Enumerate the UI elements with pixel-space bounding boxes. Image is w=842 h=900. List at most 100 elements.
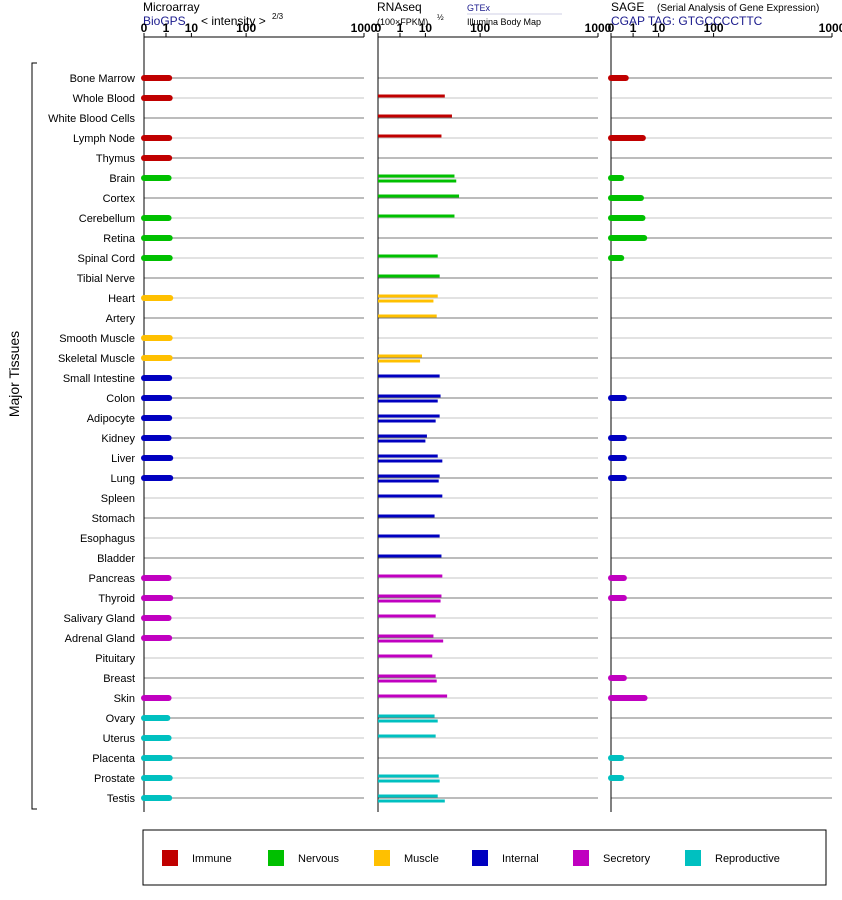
tissue-label: Ovary [106,713,136,725]
legend-swatch [685,850,701,866]
legend-label: Nervous [298,853,339,865]
tissue-label: Pituitary [95,653,135,665]
tissue-row: Spinal Cord [78,253,625,265]
tissue-row: Thymus [96,153,173,165]
tissue-label: Stomach [92,513,135,525]
tissue-label: Thymus [96,153,136,165]
tissue-label: Esophagus [80,533,136,545]
tissue-row: Small Intestine [63,373,440,385]
sage-tick-label: 100 [704,21,724,35]
sage-header: SAGE (Serial Analysis of Gene Expression… [611,0,819,28]
rnaseq-header: RNAseq (100×FPKM) ½ GTEx Illumina Body M… [377,0,562,27]
tissue-label: Kidney [101,433,135,445]
tissue-row: Bone Marrow [70,73,629,85]
legend-item-secretory: Secretory [573,850,651,866]
microarray-title: Microarray [143,0,200,14]
rnaseq-tick-label: 100 [470,21,490,35]
rnaseq-title: RNAseq [377,0,422,14]
grid-layer [144,77,832,799]
sage-tick-label: 10 [652,21,666,35]
tissue-label: Spleen [101,493,135,505]
sage-tick-label: 1 [630,21,637,35]
tissue-row: Spleen [101,493,443,505]
tissue-row: Lymph Node [73,133,646,145]
tissue-row: Kidney [101,433,627,445]
rnaseq-unit-exponent: ½ [437,13,444,22]
tissue-label: Small Intestine [63,373,135,385]
tissue-row: Salivary Gland [63,613,436,625]
legend-label: Secretory [603,853,651,865]
legend-item-internal: Internal [472,850,539,866]
legend-swatch [162,850,178,866]
tissue-row: Brain [109,173,625,185]
legend-swatch [472,850,488,866]
legend-label: Internal [502,853,539,865]
tissue-row: Esophagus [80,533,440,545]
sage-tick-label: 1000 [819,21,842,35]
sage-title: SAGE [611,0,644,14]
tissue-row: Bladder [97,553,442,565]
microarray-tick-label: 100 [236,21,256,35]
tissue-label: Tibial Nerve [77,273,135,285]
y-axis-label: Major Tissues [6,331,22,417]
sage-x-axis: 0 1 10 100 1000 [608,21,842,812]
tissue-row: Ovary [106,713,438,725]
tissue-label: Liver [111,453,135,465]
tissue-row: Retina [103,233,648,245]
tissue-row: Adrenal Gland [65,633,444,645]
legend-label: Immune [192,853,232,865]
tissue-label: Retina [103,233,136,245]
tissue-row: Whole Blood [73,93,445,105]
tissue-row: Lung [111,473,627,485]
legend-swatch [573,850,589,866]
tissue-label: Pancreas [89,573,136,585]
microarray-tick-label: 10 [185,21,199,35]
microarray-tick-label: 1000 [351,21,378,35]
tissue-row: Placenta [92,753,625,765]
tissue-label: Skeletal Muscle [58,353,135,365]
tissue-row: Tibial Nerve [77,273,440,285]
rnaseq-tick-label: 10 [419,21,433,35]
rnaseq-tick-label: 0 [375,21,382,35]
tissue-row: Heart [108,293,438,305]
tissue-row: Liver [111,453,627,465]
tissue-row: Pituitary [95,653,433,665]
tissue-label: Prostate [94,773,135,785]
sage-tag: CGAP TAG: GTGCCCCTTC [611,14,763,28]
tissue-label: Heart [108,293,135,305]
tissue-label: Placenta [92,753,136,765]
microarray-unit-exponent: 2/3 [272,12,284,21]
legend-item-reproductive: Reproductive [685,850,780,866]
tissue-label: Bladder [97,553,135,565]
tissue-label: Skin [114,693,135,705]
rnaseq-source-gtex: GTEx [467,3,491,13]
tissue-label: Smooth Muscle [59,333,135,345]
microarray-header: Microarray BioGPS < intensity > 2/3 [143,0,284,28]
sage-subtitle: (Serial Analysis of Gene Expression) [657,3,819,14]
tissue-label: Salivary Gland [63,613,135,625]
legend-item-immune: Immune [162,850,232,866]
tissue-label: Uterus [103,733,136,745]
microarray-unit: < intensity > [201,14,266,28]
tissue-label: Adipocyte [87,413,135,425]
tissue-label: Brain [109,173,135,185]
legend-item-muscle: Muscle [374,850,439,866]
tissue-label: Cortex [103,193,136,205]
legend: Immune Nervous Muscle Internal Secretory Repr… [162,850,780,866]
microarray-source: BioGPS [143,14,186,28]
tissue-row: Adipocyte [87,413,440,425]
legend-swatch [374,850,390,866]
tissue-rows: Bone Marrow Whole Blood White Blood Cells L… [48,73,648,805]
tissue-row: Uterus [103,733,436,745]
tissue-row: Thyroid [98,593,627,605]
tissue-label: Colon [106,393,135,405]
sage-tick-label: 0 [608,21,615,35]
tissue-row: Pancreas [89,573,627,585]
rnaseq-source-illumina: Illumina Body Map [467,17,541,27]
tissue-label: Breast [103,673,135,685]
tissue-label: Bone Marrow [70,73,135,85]
tissue-label: Adrenal Gland [65,633,135,645]
legend-label: Reproductive [715,853,780,865]
axes-layer: 011010010000110100100001101001000 [141,21,842,812]
